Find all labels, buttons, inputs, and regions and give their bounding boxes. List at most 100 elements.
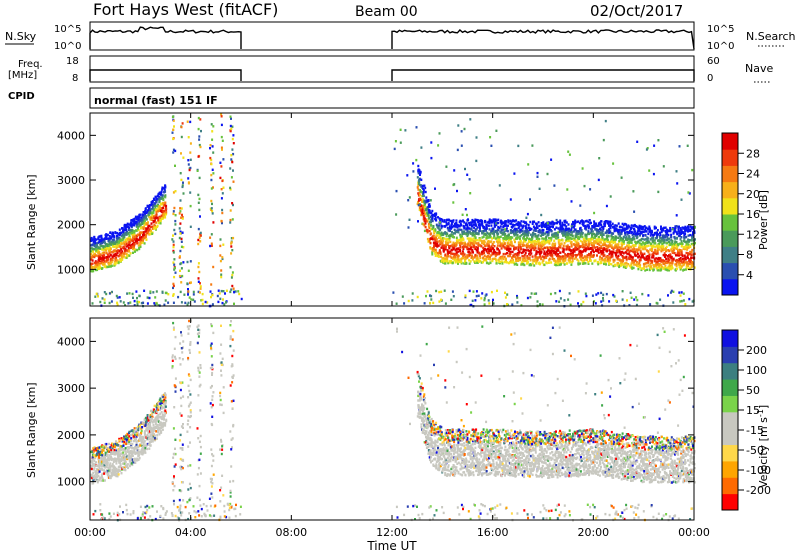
power-cell-1311 [446,257,449,261]
power-cell-4955 [489,136,492,139]
power-cell-2198 [519,223,522,226]
power-cell-1328 [449,229,452,233]
power-cell-3050 [588,225,590,228]
power-cell-3065 [589,238,592,241]
power-cell-4945 [694,226,696,229]
power-cell-4344 [692,231,694,234]
power-cell-4204 [680,260,683,263]
power-cell-117 [98,246,101,249]
power-cell-1557 [466,219,469,222]
power-cell-4359 [693,252,696,255]
power-cell-3646 [635,241,638,244]
power-cell-4965 [525,216,528,219]
power-cell-1199 [437,226,440,230]
power-cell-4742 [198,138,201,141]
power-cell-3277 [605,248,608,251]
power-cell-4245 [684,246,687,249]
power-cell-4956 [495,129,498,132]
power-cell-3125 [593,242,596,245]
power-cell-4699 [210,158,213,162]
power-cell-4437 [558,289,561,293]
power-cell-1715 [479,253,482,256]
power-cell-560 [135,224,138,227]
power-cell-318 [116,231,119,235]
power-cell-4769 [180,135,183,139]
power-cell-1881 [493,248,496,252]
power-cell-4679 [209,147,211,150]
power-cell-900 [162,202,165,205]
power-cell-174 [103,237,106,240]
power-cell-2305 [526,260,529,263]
power-cell-4723 [220,188,223,191]
power-cell-223 [108,239,111,242]
power-cell-2114 [512,229,515,232]
power-cell-632 [141,231,144,234]
power-cell-2721 [561,225,564,228]
power-cell-686 [145,222,148,225]
nsky-trace-1 [391,29,695,50]
power-cell-1021 [423,210,426,213]
cpid-label: CPID [8,91,35,102]
power-cell-3283 [606,256,609,259]
power-cell-3605 [632,248,635,252]
power-cell-3386 [614,238,617,241]
power-cell-2110 [512,258,515,262]
nave-label: Nave [745,62,773,75]
power-cell-4812 [229,115,232,118]
power-cell-805 [154,195,157,198]
power-cell-989 [420,213,423,217]
power-cell-1206 [438,240,441,243]
power-cell-2805 [567,238,570,241]
power-cell-4730 [174,149,177,153]
power-cell-611 [138,222,141,226]
power-cell-220 [108,255,111,258]
power-cell-1174 [435,223,438,226]
power-cell-1299 [446,243,449,246]
power-cell-680 [143,219,146,223]
power-cell-1185 [435,243,438,246]
power-cell-45 [93,236,96,239]
power-cell-2408 [536,236,539,239]
power-cell-3936 [659,257,662,260]
power-cell-697 [146,223,149,226]
power-cell-1977 [501,257,503,260]
power-cell-4525 [647,294,650,297]
power-cell-4422 [190,298,193,301]
power-cell-2787 [567,234,569,237]
power-cell-2213 [520,251,523,255]
power-cell-435 [125,256,128,259]
power-cell-4392 [680,299,683,303]
power-cell-3678 [638,242,641,245]
power-cell-2556 [547,223,550,226]
power-cell-4564 [108,301,111,305]
power-cell-166 [103,245,106,248]
power-cell-2737 [562,255,564,258]
power-cell-1719 [480,245,483,248]
power-cell-1283 [444,246,447,249]
power-cell-2894 [575,248,578,251]
power-cell-4244 [684,247,686,251]
power-cell-2904 [576,244,579,247]
power-cell-4929 [469,192,472,195]
power-cell-1048 [426,214,428,217]
power-cell-3527 [626,241,629,244]
power-cell-1166 [434,248,437,251]
power-cell-4726 [187,181,190,184]
power-cell-1372 [451,235,454,239]
power-cell-4148 [676,232,679,236]
power-cell-4570 [222,298,224,301]
power-cell-4657 [211,210,214,213]
power-cell-1611 [472,229,475,233]
power-cell-2798 [567,232,570,235]
power-cell-1204 [438,251,441,254]
power-cell-4488 [211,303,214,306]
power-cell-4851 [229,221,232,224]
power-cell-2429 [536,256,539,259]
power-cell-1764 [483,254,486,257]
power-cell-2941 [579,256,582,259]
power-cell-4725 [219,161,222,164]
power-cell-4365 [126,292,129,295]
power-cell-3976 [662,253,665,257]
power-cell-1104 [430,211,433,215]
power-cell-2249 [522,237,525,240]
